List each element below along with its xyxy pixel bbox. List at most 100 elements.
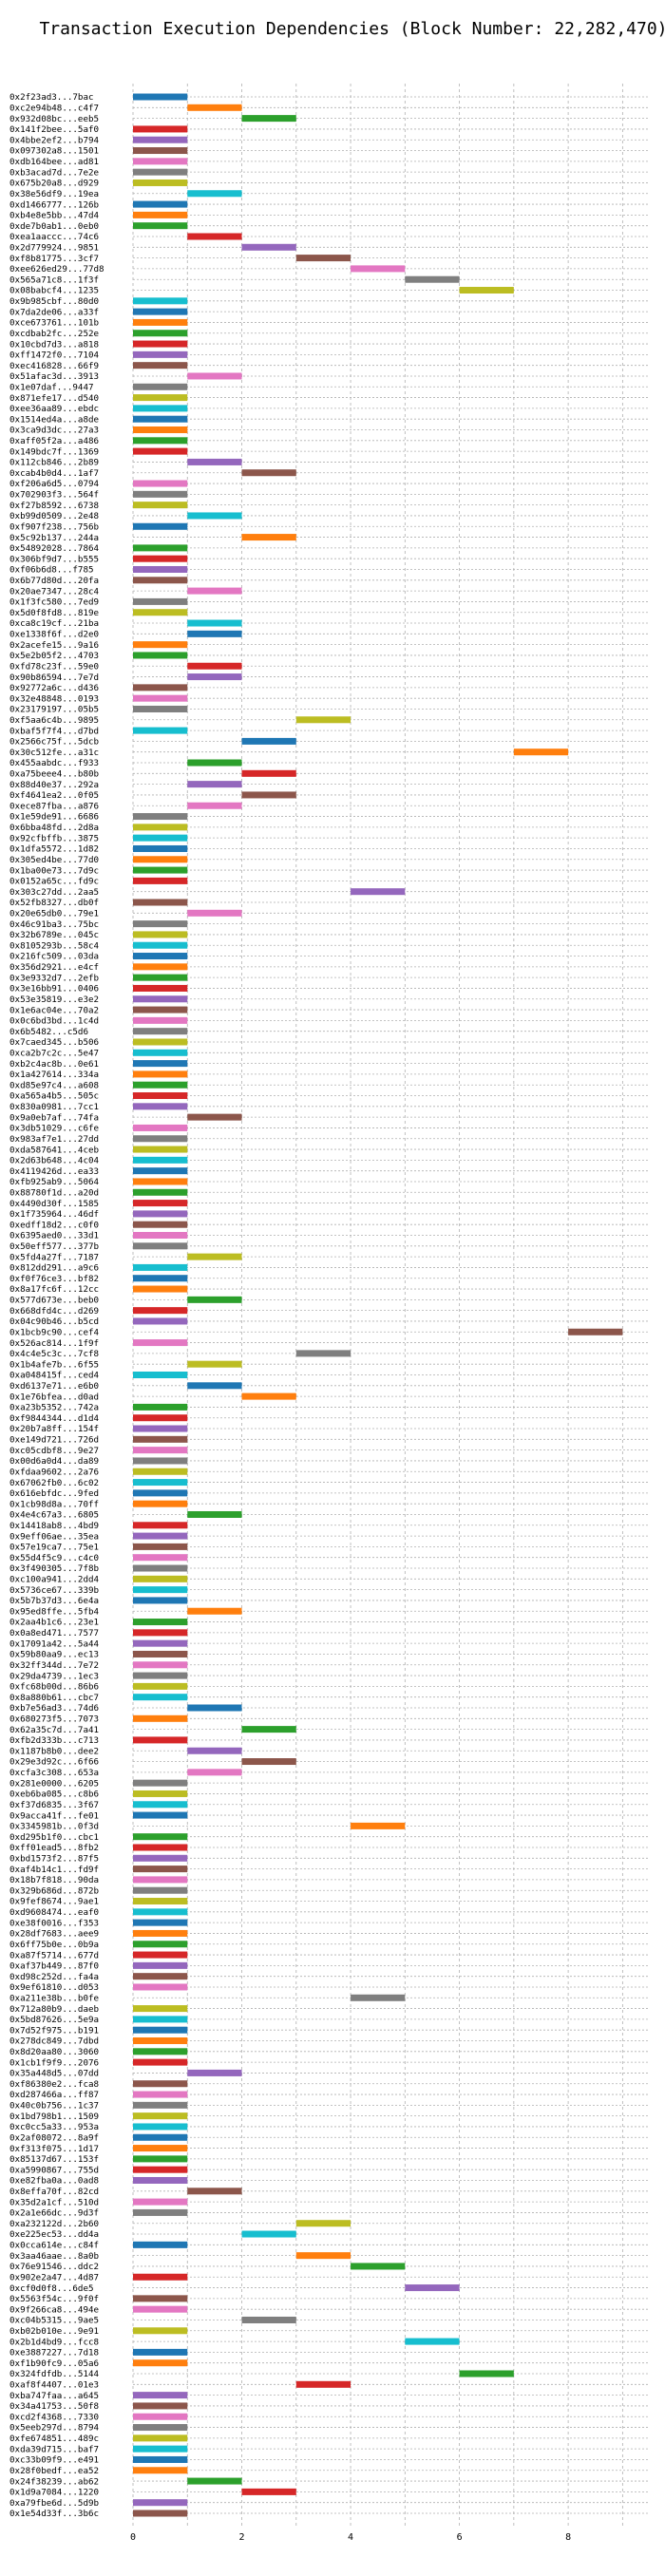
transaction-bar bbox=[187, 759, 242, 767]
transaction-label: 0x1b4afe7b...6f55 bbox=[10, 1359, 99, 1370]
transaction-bar bbox=[133, 1650, 188, 1657]
transaction-label: 0x902e2a47...4d87 bbox=[10, 2272, 99, 2282]
transaction-label: 0x04c90b46...b5cd bbox=[10, 1316, 99, 1327]
x-tick-label: 6 bbox=[457, 2532, 463, 2543]
transaction-bar bbox=[133, 1941, 188, 1948]
transaction-bar bbox=[133, 200, 188, 208]
transaction-bar bbox=[187, 1747, 242, 1754]
transaction-label: 0x92cfbffb...3875 bbox=[10, 833, 99, 843]
transaction-bar bbox=[241, 534, 296, 541]
transaction-label: 0x2d63b648...4c04 bbox=[10, 1156, 100, 1166]
transaction-bar bbox=[295, 2252, 352, 2260]
transaction-bar bbox=[187, 802, 242, 809]
transaction-bar bbox=[133, 158, 188, 165]
transaction-label: 0x1a427614...334a bbox=[10, 1070, 99, 1080]
transaction-bar bbox=[133, 1285, 188, 1293]
transaction-bar bbox=[133, 2348, 188, 2356]
transaction-bar bbox=[187, 104, 242, 111]
transaction-bar bbox=[133, 1811, 188, 1819]
transaction-bar bbox=[133, 168, 188, 176]
transaction-label: 0x6b77d80d...20fa bbox=[10, 576, 99, 586]
transaction-bar bbox=[133, 824, 188, 831]
transaction-label: 0xba747faa...a645 bbox=[10, 2391, 99, 2401]
transaction-bar bbox=[351, 1994, 406, 2001]
transaction-label: 0x577d673e...beb0 bbox=[10, 1296, 99, 1306]
transaction-label: 0x4bbe2ef2...b794 bbox=[10, 135, 100, 145]
transaction-bar bbox=[241, 1392, 296, 1400]
transaction-label: 0xec416828...66f9 bbox=[10, 361, 99, 371]
transaction-label: 0xf86380e2...fca8 bbox=[10, 2079, 99, 2090]
transaction-bar bbox=[133, 1060, 188, 1068]
transaction-bar bbox=[133, 974, 188, 981]
transaction-bar bbox=[187, 630, 242, 637]
transaction-label: 0x616ebfdc...9fed bbox=[10, 1488, 99, 1499]
transaction-bar bbox=[133, 350, 188, 358]
transaction-bar bbox=[133, 866, 188, 874]
transaction-bar bbox=[133, 1736, 188, 1744]
transaction-label: 0x0c6bd3bd...1c4d bbox=[10, 1016, 99, 1027]
transaction-bar bbox=[133, 1682, 188, 1690]
transaction-bar bbox=[133, 415, 188, 423]
transaction-label: 0x2acefe15...9a16 bbox=[10, 640, 99, 651]
transaction-bar bbox=[133, 2359, 188, 2367]
transaction-label: 0x6395aed0...33d1 bbox=[10, 1231, 99, 1241]
transaction-bar bbox=[405, 2284, 460, 2292]
transaction-bar bbox=[133, 1317, 188, 1325]
transaction-label: 0x9fef8674...9ae1 bbox=[10, 1897, 99, 1907]
transaction-label: 0xaff05f2a...a486 bbox=[10, 436, 99, 446]
transaction-label: 0xa232122d...2b60 bbox=[10, 2219, 99, 2229]
transaction-bar bbox=[133, 1275, 188, 1282]
transaction-label: 0x50eff577...377b bbox=[10, 1241, 99, 1252]
transaction-bar bbox=[133, 1961, 188, 1969]
transaction-label: 0x9eff06ae...35ea bbox=[10, 1531, 99, 1542]
transaction-bar bbox=[295, 255, 352, 262]
transaction-label: 0x76e91546...ddc2 bbox=[10, 2262, 99, 2272]
transaction-label: 0x34a41753...50f8 bbox=[10, 2401, 99, 2412]
transaction-label: 0x23179197...05b5 bbox=[10, 705, 99, 715]
transaction-label: 0xda587641...4ceb bbox=[10, 1145, 99, 1155]
transaction-label: 0x1f3fc580...7ed9 bbox=[10, 597, 99, 608]
transaction-bar bbox=[133, 705, 188, 712]
transaction-label: 0x24f38239...ab62 bbox=[10, 2476, 99, 2487]
transaction-bar bbox=[133, 1232, 188, 1240]
transaction-label: 0x812dd291...a9c6 bbox=[10, 1263, 99, 1274]
x-tick-label: 8 bbox=[565, 2532, 571, 2543]
transaction-bar bbox=[133, 1124, 188, 1131]
transaction-label: 0x3345981b...0f3d bbox=[10, 1822, 99, 1832]
transaction-bar bbox=[133, 2016, 188, 2023]
transaction-label: 0x7caed345...b506 bbox=[10, 1037, 99, 1048]
transaction-bar bbox=[133, 1049, 188, 1056]
transaction-label: 0x20b7a8ff...154f bbox=[10, 1424, 99, 1434]
transaction-label: 0xaf37b449...87f0 bbox=[10, 1961, 99, 1972]
transaction-bar bbox=[133, 1200, 188, 1207]
transaction-bar bbox=[133, 1629, 188, 1637]
transaction-label: 0x1cb1f9f9...2076 bbox=[10, 2057, 99, 2068]
transaction-label: 0xf37d6835...3f67 bbox=[10, 1800, 99, 1810]
transaction-label: 0x3f490305...7f8b bbox=[10, 1563, 99, 1574]
transaction-label: 0xc100a941...2dd4 bbox=[10, 1575, 100, 1585]
transaction-label: 0xaf8f4407...01e3 bbox=[10, 2380, 99, 2391]
transaction-label: 0x1514ed4a...a8de bbox=[10, 414, 99, 425]
transaction-bar bbox=[133, 2080, 188, 2088]
transaction-bar bbox=[133, 1908, 188, 1916]
transaction-bar bbox=[133, 899, 188, 906]
transaction-label: 0x1187b8b0...dee2 bbox=[10, 1746, 99, 1756]
transaction-bar bbox=[187, 2477, 242, 2485]
transaction-label: 0x90b86594...7e7d bbox=[10, 672, 99, 683]
transaction-label: 0x10cbd7d3...a818 bbox=[10, 339, 99, 350]
transaction-label: 0xc2e94b48...c4f7 bbox=[10, 104, 99, 114]
transaction-bar bbox=[133, 995, 188, 1003]
transaction-bar bbox=[133, 963, 188, 971]
transaction-label: 0x7d52f975...b191 bbox=[10, 2025, 99, 2036]
transaction-label: 0x5d0f8fd8...819e bbox=[10, 608, 99, 618]
transaction-label: 0x1ba00e73...7d9c bbox=[10, 865, 99, 876]
transaction-bar bbox=[133, 641, 188, 649]
transaction-label: 0x30c512fe...a31c bbox=[10, 748, 99, 758]
transaction-label: 0x8105293b...58c4 bbox=[10, 940, 100, 951]
transaction-bar bbox=[133, 362, 188, 369]
transaction-bar bbox=[133, 1619, 188, 1626]
transaction-label: 0x7da2de06...a33f bbox=[10, 307, 99, 317]
transaction-bar bbox=[133, 2091, 188, 2098]
transaction-label: 0xcf0d0f8...6de5 bbox=[10, 2283, 94, 2294]
transaction-bar bbox=[241, 243, 296, 251]
